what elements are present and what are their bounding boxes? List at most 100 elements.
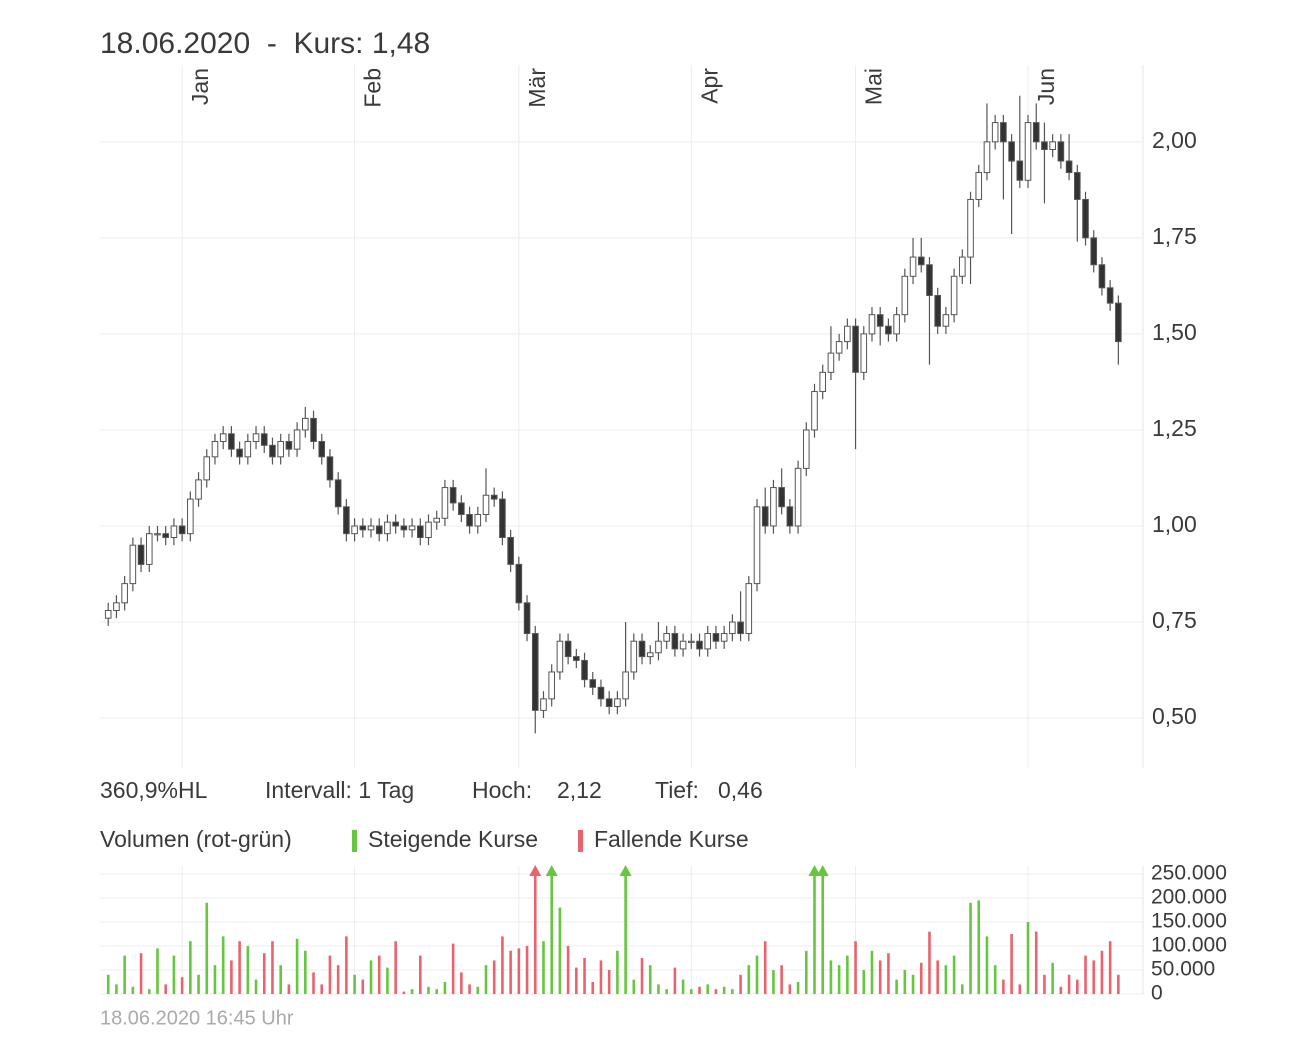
- volume-bar: [123, 955, 126, 994]
- volume-bar: [221, 936, 225, 994]
- candle-body: [416, 525, 424, 539]
- y-tick-label: 0,50: [1152, 703, 1197, 729]
- volume-bar: [887, 953, 890, 994]
- x-tick-label: Apr: [696, 68, 722, 104]
- candle-body: [458, 502, 465, 515]
- x-tick-label: Jan: [187, 68, 213, 105]
- candle-body: [195, 479, 202, 500]
- volume-bar: [755, 955, 759, 994]
- volume-bar: [386, 967, 389, 994]
- volume-bar: [944, 965, 948, 994]
- candle-body: [917, 256, 925, 266]
- candle-body: [1106, 287, 1114, 304]
- volume-bar: [813, 874, 816, 994]
- volume-bar: [1108, 941, 1112, 994]
- volume-bar: [1117, 974, 1120, 994]
- candle-body: [137, 544, 145, 565]
- volume-bar: [418, 955, 422, 994]
- candle-body: [885, 325, 892, 335]
- volume-bar: [1092, 960, 1096, 994]
- volume-bar: [739, 974, 742, 994]
- candle-body: [228, 433, 235, 450]
- candle-body: [334, 479, 342, 508]
- candle-body: [835, 341, 843, 354]
- candle-body: [679, 640, 687, 650]
- candle-body: [868, 314, 876, 335]
- volume-bar: [936, 960, 939, 994]
- overflow-arrow: [619, 865, 632, 876]
- candle-body: [211, 440, 219, 458]
- candle-body: [712, 633, 720, 642]
- volume-bar: [632, 979, 636, 994]
- volume-bar: [928, 931, 931, 994]
- timestamp: 18.06.2020 16:45 Uhr: [100, 1007, 294, 1029]
- volume-bar: [180, 977, 184, 994]
- legend-label: Steigende Kurse: [368, 826, 538, 852]
- volume-bar: [854, 941, 857, 994]
- volume-bar: [706, 984, 710, 994]
- volume-bar: [1084, 955, 1087, 994]
- candle-body: [392, 521, 399, 527]
- volume-bar: [164, 984, 168, 994]
- volume-bar: [115, 984, 118, 994]
- candle-body: [523, 602, 531, 635]
- candle-body: [260, 433, 268, 446]
- candle-body: [203, 456, 211, 481]
- overflow-arrow: [816, 865, 829, 876]
- volume-bar: [328, 955, 332, 994]
- y-tick-label: 0,75: [1152, 607, 1197, 633]
- candle-body: [564, 640, 572, 658]
- candle-body: [507, 537, 514, 565]
- candle-body: [187, 498, 194, 535]
- volume-bar: [1075, 979, 1079, 994]
- candle-body: [852, 325, 859, 373]
- candle-body: [786, 506, 794, 527]
- volume-bar: [525, 946, 529, 994]
- x-tick-label: Feb: [360, 68, 386, 108]
- candle-body: [605, 698, 613, 708]
- overflow-arrow: [545, 865, 558, 876]
- volume-bar: [501, 936, 504, 994]
- candle-body: [770, 487, 777, 527]
- overflow-arrow: [529, 865, 542, 876]
- candle-body: [663, 633, 670, 642]
- candle-body: [761, 506, 769, 527]
- candle-body: [1041, 141, 1048, 151]
- y-tick-label: 200.000: [1151, 886, 1227, 909]
- volume-bar: [575, 967, 578, 994]
- candle-body: [408, 525, 416, 531]
- candle-body: [696, 640, 703, 650]
- volume-bar: [369, 960, 373, 994]
- volume-bar: [435, 989, 439, 994]
- volume-bar: [961, 984, 964, 994]
- volume-bar: [804, 950, 808, 994]
- x-tick-label: Mär: [524, 68, 550, 108]
- candle-body: [646, 652, 654, 658]
- candle-body: [400, 525, 408, 531]
- candle-body: [1049, 141, 1056, 151]
- volume-bar: [230, 960, 233, 994]
- candle-body: [310, 417, 317, 442]
- volume-bar: [131, 986, 135, 994]
- candle-body: [802, 429, 810, 469]
- candle-body: [704, 633, 712, 650]
- volume-bar: [878, 960, 882, 994]
- candle-body: [425, 521, 432, 539]
- candle-body: [573, 656, 580, 661]
- candle-body: [499, 498, 506, 539]
- candle-body: [1000, 122, 1007, 143]
- volume-bar: [1100, 950, 1104, 994]
- candle-body: [343, 506, 350, 535]
- candle-body: [876, 314, 884, 327]
- volume-bar: [320, 984, 324, 994]
- volume-bar: [509, 950, 512, 994]
- candle-body: [638, 640, 646, 658]
- volume-bar: [106, 974, 110, 994]
- candle-body: [811, 391, 818, 431]
- candle-body: [745, 583, 753, 635]
- candle-body: [926, 264, 933, 296]
- volume-bar: [665, 989, 668, 994]
- volume-bar: [312, 972, 315, 994]
- volume-bar: [460, 972, 463, 994]
